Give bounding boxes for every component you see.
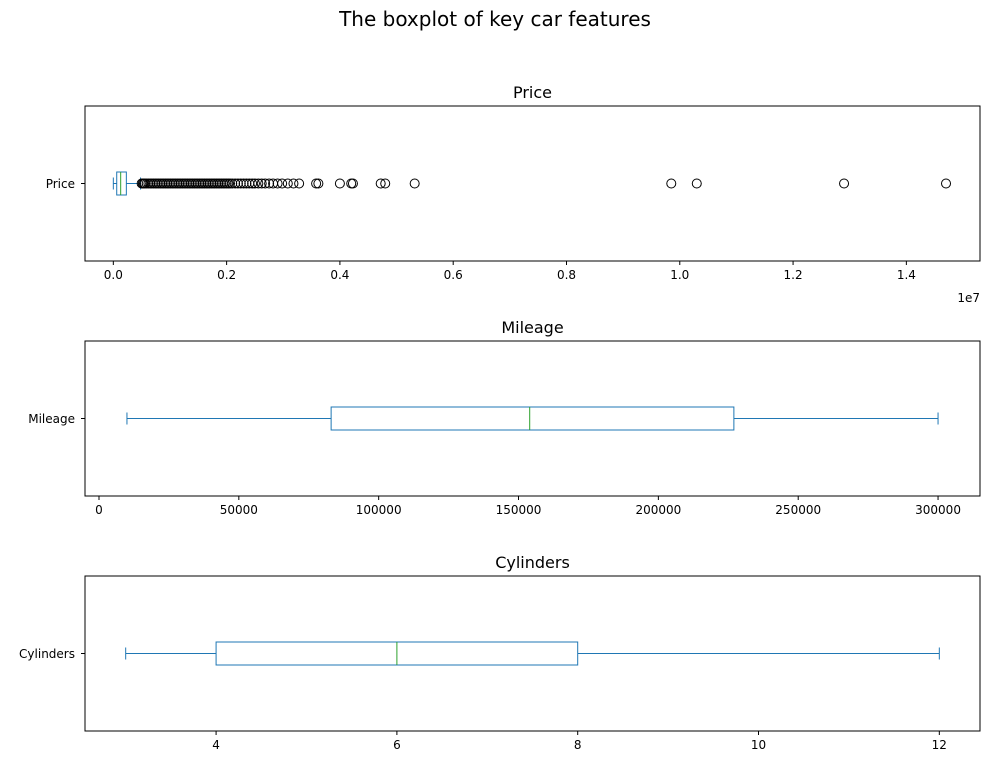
outlier-point bbox=[691, 178, 702, 189]
outlier-point bbox=[238, 178, 249, 189]
x-tick-label: 250000 bbox=[775, 503, 821, 517]
x-tick-label: 10 bbox=[751, 738, 766, 752]
x-tick-label: 4 bbox=[212, 738, 220, 752]
x-tick-label: 1.2 bbox=[784, 268, 803, 282]
outlier-point bbox=[941, 178, 952, 189]
x-tick-label: 12 bbox=[932, 738, 947, 752]
outlier-point bbox=[409, 178, 420, 189]
x-tick-label: 0.2 bbox=[217, 268, 236, 282]
x-tick-label: 300000 bbox=[915, 503, 961, 517]
outlier-point bbox=[311, 178, 322, 189]
y-tick-label: Price bbox=[46, 177, 75, 191]
outlier-point bbox=[227, 178, 238, 189]
outlier-point bbox=[249, 178, 260, 189]
outlier-point bbox=[375, 178, 386, 189]
outlier-point bbox=[313, 178, 324, 189]
outlier-point bbox=[666, 178, 677, 189]
outlier-point bbox=[225, 178, 236, 189]
outlier-point bbox=[277, 178, 288, 189]
outlier-point bbox=[241, 178, 252, 189]
outlier-point bbox=[253, 178, 264, 189]
y-tick-label: Mileage bbox=[28, 412, 75, 426]
x-tick-label: 1.4 bbox=[897, 268, 916, 282]
x-tick-label: 1.0 bbox=[670, 268, 689, 282]
x-tick-label: 200000 bbox=[635, 503, 681, 517]
box bbox=[116, 171, 127, 196]
outlier-point bbox=[247, 178, 258, 189]
x-tick-label: 0.6 bbox=[444, 268, 463, 282]
outlier-point bbox=[380, 178, 391, 189]
subplot-title: Price bbox=[513, 83, 552, 102]
outlier-point bbox=[256, 178, 267, 189]
x-tick-label: 0.8 bbox=[557, 268, 576, 282]
outlier-point bbox=[839, 178, 850, 189]
outlier-point bbox=[282, 178, 293, 189]
subplot-price: Price 0.0 0.2 0.4 0.6 0.8 1.0 1.2 1.4 1e7 Price bbox=[46, 83, 981, 305]
x-tick-label: 0 bbox=[95, 503, 103, 517]
y-tick-label: Cylinders bbox=[19, 647, 75, 661]
x-tick-label: 100000 bbox=[356, 503, 402, 517]
x-tick-label: 150000 bbox=[496, 503, 542, 517]
subplot-title: Cylinders bbox=[495, 553, 570, 572]
outlier-point bbox=[272, 178, 283, 189]
x-tick-label: 6 bbox=[393, 738, 401, 752]
outlier-point bbox=[260, 178, 271, 189]
outlier-point bbox=[288, 178, 299, 189]
outlier-point bbox=[232, 178, 243, 189]
outlier-point bbox=[334, 178, 345, 189]
outlier-point bbox=[230, 178, 241, 189]
x-offset-label: 1e7 bbox=[957, 291, 980, 305]
figure-title: The boxplot of key car features bbox=[338, 7, 651, 31]
subplot-mileage: Mileage 0 50000 100000 150000 200000 250000 300… bbox=[28, 318, 981, 517]
x-tick-label: 50000 bbox=[220, 503, 258, 517]
outlier-point bbox=[264, 178, 275, 189]
outlier-point bbox=[235, 178, 246, 189]
outlier-point bbox=[347, 178, 358, 189]
subplot-cylinders: Cylinders 4 6 8 10 12 Cylinders bbox=[19, 553, 981, 752]
x-tick-label: 0.0 bbox=[104, 268, 123, 282]
x-tick-label: 0.4 bbox=[330, 268, 349, 282]
outlier-point bbox=[294, 178, 305, 189]
subplots: Price 0.0 0.2 0.4 0.6 0.8 1.0 1.2 1.4 1e7 Price Mil… bbox=[19, 83, 981, 752]
box bbox=[330, 406, 735, 431]
subplot-title: Mileage bbox=[501, 318, 563, 337]
x-tick-label: 8 bbox=[574, 738, 582, 752]
